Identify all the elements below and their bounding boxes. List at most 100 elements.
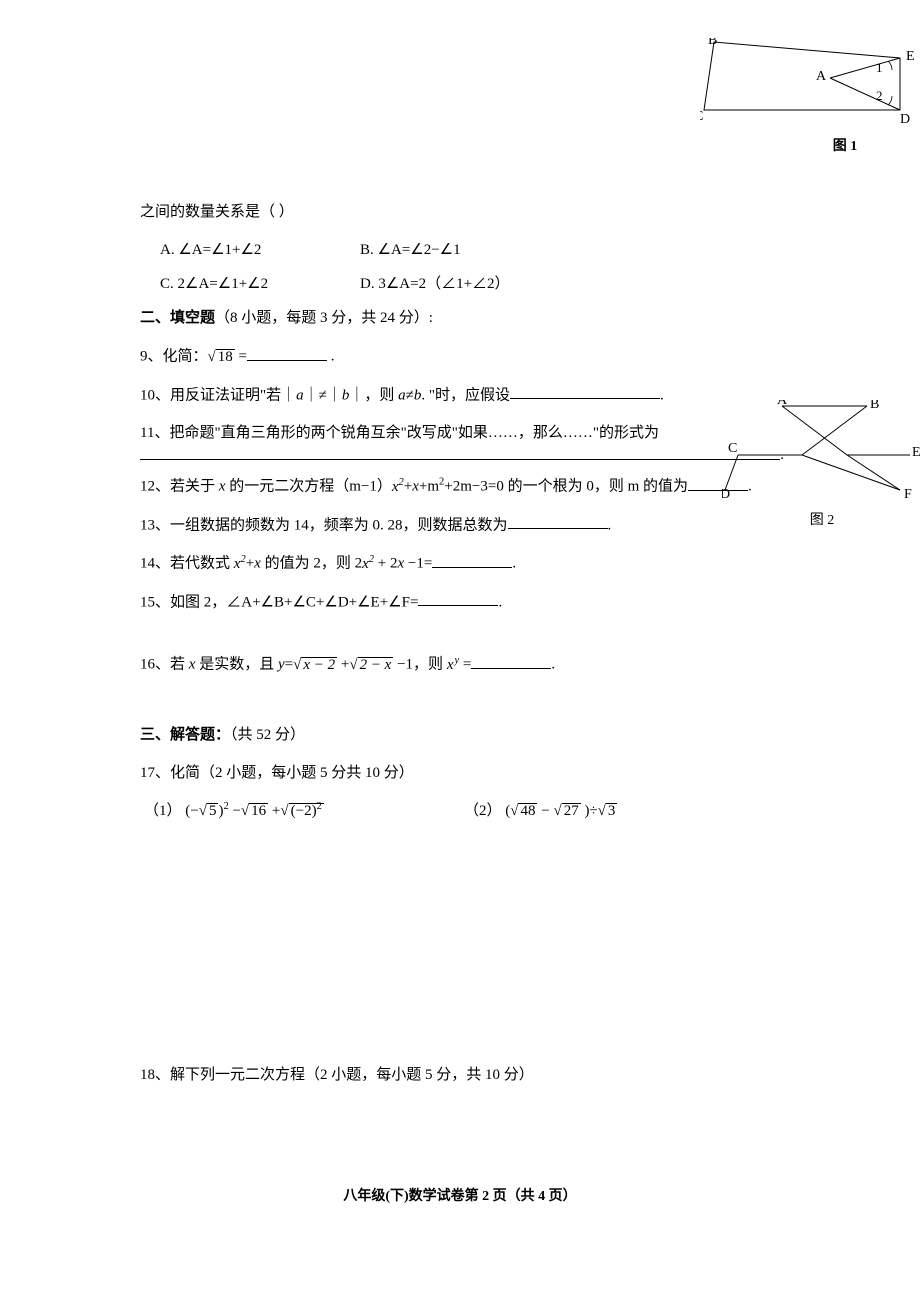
q14-pre: 14、若代数式 (140, 556, 234, 572)
figure-1: 1 2 A B C D E 图 1 (700, 38, 920, 158)
sqrt-2mx-body: 2 − x (358, 657, 394, 673)
q16-mid1: 是实数，且 (195, 657, 278, 673)
q10-mid2: ｜，则 (349, 387, 398, 403)
options-row-2: C. 2∠A=∠1+∠2 D. 3∠A=2（∠1+∠2） (160, 272, 780, 296)
q12-tail1: +2m−3=0 的一个根为 0，则 m 的值为 (444, 479, 688, 495)
q13-tail: . (608, 517, 612, 533)
q15-pre: 15、如图 2，∠A+∠B+∠C+∠D+∠E+∠F= (140, 594, 418, 610)
fig2-a: A (777, 400, 788, 408)
sqrt-48: 48 (510, 799, 537, 823)
q10-post: . "时，应假设 (421, 387, 510, 403)
fig1-label-e: E (906, 49, 915, 64)
q17b-mid2: )÷ (581, 803, 598, 819)
q9-tail: . (327, 349, 335, 365)
q9-post: = (235, 349, 247, 365)
figure-1-svg: 1 2 A B C D E (700, 38, 920, 126)
sqrt-2mx: 2 − x (349, 653, 393, 677)
var-a-2: a (398, 387, 406, 403)
sqrt-3-body: 3 (606, 803, 618, 819)
question-11: 11、把命题"直角三角形的两个锐角互余"改写成"如果……，那么……"的形式为 (140, 421, 780, 445)
q16-xy: xy (447, 657, 459, 673)
q12-mid: 的一元二次方程（m−1） (225, 479, 391, 495)
question-14: 14、若代数式 x2+x 的值为 2，则 2x2 + 2x −1=. (140, 551, 560, 576)
q14-xsq2: x2 (362, 556, 374, 572)
question-15: 15、如图 2，∠A+∠B+∠C+∠D+∠E+∠F=. (140, 590, 560, 615)
option-b: B. ∠A=∠2−∠1 (360, 238, 560, 262)
q17b-mid1: − (537, 803, 553, 819)
q14-body: + 2 (374, 556, 397, 572)
question-18: 18、解下列一元二次方程（2 小题，每小题 5 分，共 10 分） (140, 1063, 780, 1087)
q12-x2: x (412, 479, 419, 495)
question-17-body: （1） (−5)2 −16 +(−2)2 （2） (48 − 27 )÷3 (144, 799, 780, 823)
q16-mid2: = (285, 657, 293, 673)
question-17-1: （1） (−5)2 −16 +(−2)2 (144, 799, 464, 823)
figure-2-label: 图 2 (722, 510, 920, 532)
fig1-label-d: D (900, 112, 910, 126)
q12-body: +m (419, 479, 439, 495)
options-row-1: A. ∠A=∠1+∠2 B. ∠A=∠2−∠1 (160, 238, 780, 262)
question-12: 12、若关于 x 的一元二次方程（m−1）x2+x+m2+2m−3=0 的一个根… (140, 474, 780, 499)
q10-tail: . (660, 387, 664, 403)
q13-blank (508, 513, 608, 530)
fig1-label-a: A (816, 69, 827, 84)
option-d: D. 3∠A=2（∠1+∠2） (360, 272, 560, 296)
fig1-angle2: 2 (876, 88, 883, 103)
question-17-2: （2） (48 − 27 )÷3 (464, 799, 764, 823)
sqrt-16-body: 16 (249, 803, 268, 819)
question-13: 13、一组数据的频数为 14，频率为 0. 28，则数据总数为. (140, 513, 780, 538)
section-2-tail: （8 小题，每题 3 分，共 24 分）: (215, 310, 433, 326)
q10-mid3: ≠ (406, 387, 414, 403)
page-footer: 八年级(下)数学试卷第 2 页（共 4 页） (0, 1186, 920, 1208)
section-3-title: 三、解答题： (140, 727, 230, 743)
figure-1-label: 图 1 (760, 136, 920, 158)
sqrt-48-body: 48 (518, 803, 537, 819)
question-9: 9、化简：18 = . (140, 344, 780, 369)
q16-tail: . (551, 657, 555, 673)
q10-pre: 10、用反证法证明"若｜ (140, 387, 296, 403)
option-c: C. 2∠A=∠1+∠2 (160, 272, 360, 296)
sqrt-neg2sq-body: (−2)2 (289, 803, 324, 819)
q16-eq: = (459, 657, 471, 673)
fig2-d: D (722, 487, 730, 500)
q16-blank (471, 652, 551, 669)
q14-tail2: . (512, 556, 516, 572)
section-3-heading: 三、解答题：（共 52 分） (140, 723, 780, 747)
fig2-c: C (728, 441, 737, 456)
q16-y: y (278, 657, 285, 673)
sqrt-16: 16 (241, 799, 268, 823)
q16-mid3: + (337, 657, 349, 673)
q16-mid4: −1，则 (393, 657, 446, 673)
sqrt-5-body: 5 (207, 803, 219, 819)
sqrt-xm2: x − 2 (293, 653, 337, 677)
fig1-label-c: C (700, 109, 703, 124)
fig1-angle1: 1 (876, 60, 883, 75)
section-3-tail: （共 52 分） (230, 727, 305, 743)
q15-tail: . (498, 594, 502, 610)
q14-x: x (254, 556, 261, 572)
section-2-title: 二、填空题 (140, 310, 215, 326)
sqrt-18-body: 18 (216, 349, 235, 365)
q13-pre: 13、一组数据的频数为 14，频率为 0. 28，则数据总数为 (140, 517, 508, 533)
figure-2: A B C D E F 图 2 (722, 400, 920, 532)
q17a-label: （1） (− (144, 803, 199, 819)
q15-blank (418, 590, 498, 607)
sqrt-xm2-body: x − 2 (301, 657, 337, 673)
question-lead: 之间的数量关系是（ ） (140, 200, 780, 224)
q14-blank (432, 551, 512, 568)
option-a: A. ∠A=∠1+∠2 (160, 238, 360, 262)
sqrt-27: 27 (553, 799, 580, 823)
q16-pre: 16、若 (140, 657, 189, 673)
q12-xsq: x2 (392, 479, 404, 495)
q9-blank (247, 344, 327, 361)
q10-mid1: ｜≠｜ (304, 387, 342, 403)
q14-xsq: x2 (234, 556, 246, 572)
section-2-heading: 二、填空题（8 小题，每题 3 分，共 24 分）: (140, 306, 780, 330)
question-17-head: 17、化简（2 小题，每小题 5 分共 10 分） (140, 761, 780, 785)
sqrt-5: 5 (199, 799, 219, 823)
fig2-e: E (912, 445, 920, 460)
sqrt-18: 18 (208, 345, 235, 369)
q12-pre: 12、若关于 (140, 479, 219, 495)
sqrt-neg2sq: (−2)2 (280, 799, 323, 823)
fig2-f: F (904, 487, 912, 500)
question-16: 16、若 x 是实数，且 y=x − 2 +2 − x −1，则 xy =. (140, 652, 780, 677)
